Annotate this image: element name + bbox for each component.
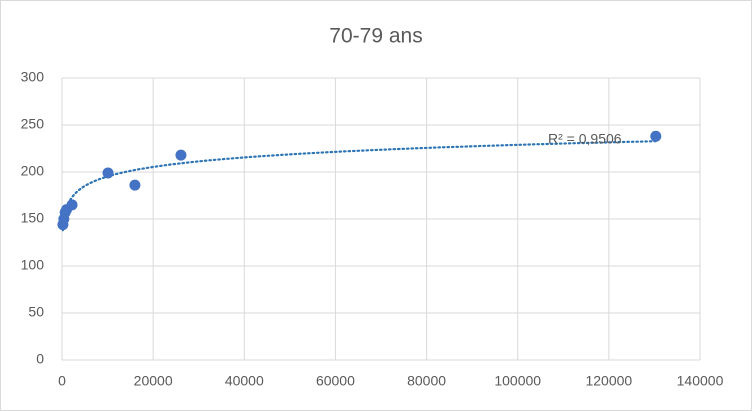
point	[66, 199, 78, 211]
x-tick-label: 60000	[316, 373, 355, 389]
y-tick-label: 0	[36, 351, 44, 367]
point	[129, 179, 141, 191]
x-tick-label: 80000	[407, 373, 446, 389]
x-tick-label: 100000	[494, 373, 541, 389]
y-tick-label: 250	[21, 116, 45, 132]
x-tick-label: 40000	[225, 373, 264, 389]
x-tick-label: 120000	[585, 373, 632, 389]
x-tick-label: 0	[58, 373, 66, 389]
point	[650, 130, 662, 142]
y-tick-label: 100	[21, 257, 45, 273]
y-tick-label: 50	[28, 304, 44, 320]
x-tick-label: 20000	[134, 373, 173, 389]
x-tick-label: 140000	[677, 373, 724, 389]
trendline-label: R² = 0,9506	[548, 131, 622, 147]
y-tick-label: 200	[21, 163, 45, 179]
point	[102, 167, 114, 179]
y-tick-label: 300	[21, 69, 45, 85]
chart-title: 70-79 ans	[329, 25, 422, 48]
y-tick-label: 150	[21, 210, 45, 226]
point	[175, 149, 187, 161]
